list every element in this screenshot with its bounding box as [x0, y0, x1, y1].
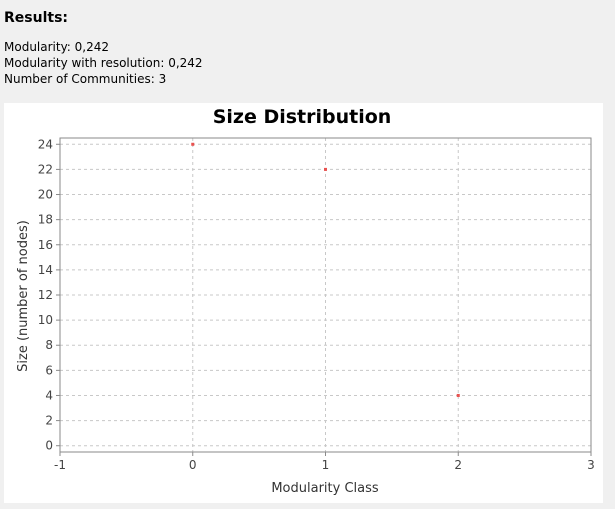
y-tick-label: 10	[38, 313, 53, 327]
y-tick-label: 24	[38, 137, 53, 151]
chart-title: Size Distribution	[213, 106, 392, 128]
community-count: Number of Communities: 3	[4, 72, 167, 86]
y-tick-label: 20	[38, 188, 53, 202]
x-tick-label: 1	[322, 458, 330, 472]
x-tick-label: 2	[454, 458, 462, 472]
x-tick-label: 3	[587, 458, 595, 472]
data-points	[191, 142, 460, 397]
x-tick-label: -1	[54, 458, 66, 472]
chart-panel: Size Distribution -1 0 1 2 3 0 2 4 6 8 10 12 14 16 18…	[4, 103, 603, 503]
y-axis-label: Size (number of nodes)	[16, 220, 31, 372]
y-tick-label: 14	[38, 263, 53, 277]
x-tick-label: 0	[189, 458, 197, 472]
size-distribution-chart: Size Distribution -1 0 1 2 3 024681012141618…	[16, 106, 595, 496]
y-tick-label: 22	[38, 162, 53, 176]
data-point	[324, 167, 327, 171]
y-tick-label: 8	[45, 338, 53, 352]
y-tick-label: 0	[45, 439, 53, 453]
x-axis: -1 0 1 2 3	[54, 452, 595, 472]
data-point	[191, 142, 195, 146]
y-tick-label: 18	[38, 213, 53, 227]
x-axis-label: Modularity Class	[271, 481, 379, 496]
modularity-value: Modularity: 0,242	[4, 40, 110, 54]
results-heading: Results:	[4, 10, 68, 26]
grid-lines	[59, 138, 592, 452]
modularity-resolution-value: Modularity with resolution: 0,242	[4, 56, 203, 70]
y-tick-label: 12	[38, 288, 53, 302]
y-tick-label: 4	[45, 388, 53, 402]
data-point	[456, 393, 460, 397]
y-tick-label: 16	[38, 238, 53, 252]
y-tick-label: 6	[45, 363, 53, 377]
y-tick-label: 2	[45, 414, 53, 428]
